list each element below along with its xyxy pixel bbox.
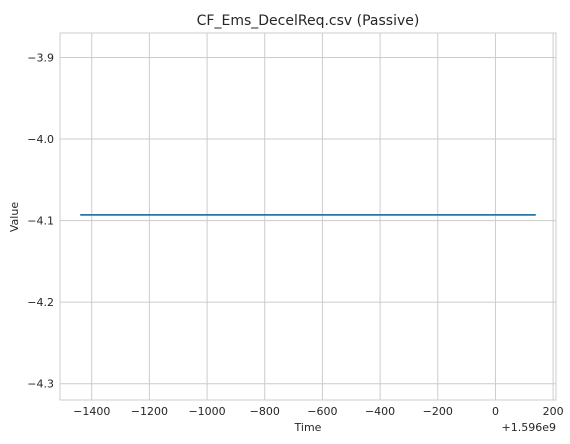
y-axis-label: Value	[8, 202, 21, 232]
x-tick-label: −200	[423, 405, 453, 418]
x-tick-label: −400	[365, 405, 395, 418]
plot-area-frame	[59, 32, 557, 401]
y-tick-label: −4.0	[27, 133, 54, 146]
x-tick-label: 200	[543, 405, 564, 418]
x-tick-label: −1000	[188, 405, 225, 418]
x-tick-label: −800	[250, 405, 280, 418]
grid-lines	[60, 33, 556, 400]
x-axis-label: Time	[294, 421, 322, 434]
x-tick-label: −1200	[131, 405, 168, 418]
x-tick-label: −1400	[73, 405, 110, 418]
x-axis-offset-label: +1.596e9	[502, 421, 556, 434]
x-tick-label: 0	[492, 405, 499, 418]
chart-title: CF_Ems_DecelReq.csv (Passive)	[197, 13, 420, 29]
y-tick-label: −4.1	[27, 215, 54, 228]
y-tick-label: −3.9	[27, 51, 54, 64]
y-tick-label: −4.3	[27, 378, 54, 391]
x-tick-label: −600	[307, 405, 337, 418]
tick-labels: −1400 −1200 −1000 −800 −600 −400 −200 0 200 −3.9 −…	[27, 51, 563, 418]
y-tick-label: −4.2	[27, 296, 54, 309]
